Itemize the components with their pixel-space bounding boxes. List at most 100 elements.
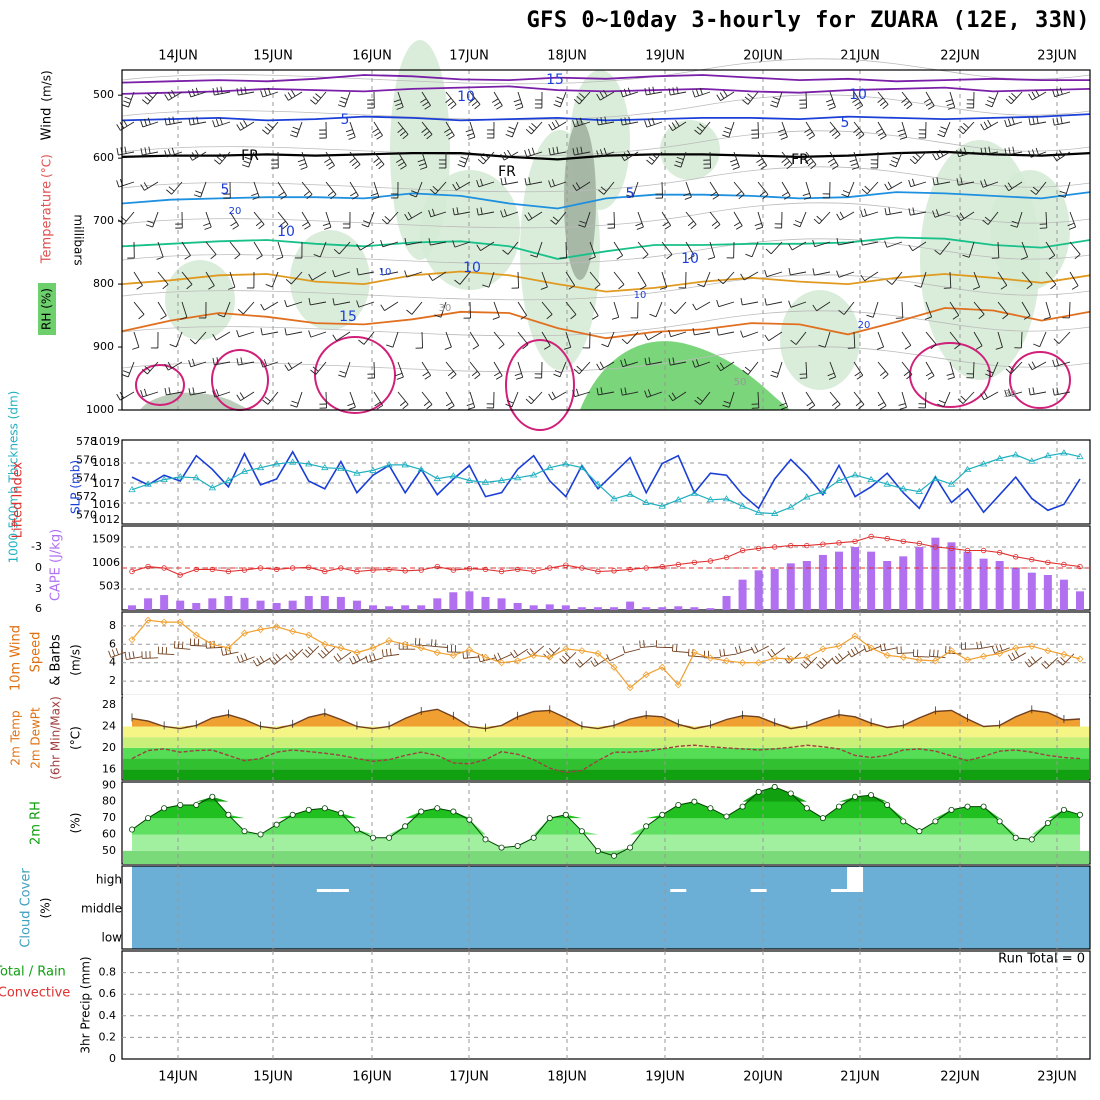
lifted-index-point	[563, 562, 569, 568]
wind-barb	[622, 361, 639, 368]
wind-barb-flag	[1068, 226, 1076, 230]
wind-speed-point	[947, 647, 956, 655]
wind-barb-flag	[386, 344, 394, 348]
wind-barb-flag	[121, 104, 129, 108]
wind-barb-flag	[882, 373, 889, 380]
lifted-index-point	[707, 558, 714, 564]
wind-barb	[934, 211, 951, 218]
lifted-index-point	[338, 565, 344, 571]
lifted-index-tick-label: 3	[35, 582, 42, 595]
contour-label: 10	[277, 224, 295, 240]
wind-barb-flag	[116, 180, 120, 188]
thickness-point	[401, 461, 409, 468]
wind-barb-flag	[477, 159, 484, 165]
wind-barb-flag	[1032, 387, 1035, 395]
wind-barb-flag	[770, 374, 778, 378]
wind-barb	[688, 655, 705, 658]
wind-barb-flag	[372, 653, 376, 661]
wind-barb-flag	[352, 195, 359, 200]
rh2m-tick-label: 50	[102, 844, 116, 857]
wind-barb-flag	[115, 648, 119, 655]
wind-barb-flag	[556, 146, 559, 154]
wind-barb	[445, 331, 452, 348]
wind-barb-flag	[132, 346, 140, 350]
temp-band	[123, 726, 1089, 738]
wind-barb-flag	[858, 404, 865, 410]
wind-speed-point	[1076, 655, 1084, 663]
thickness-point	[321, 463, 329, 471]
cape-bar	[144, 598, 153, 610]
wind-barb-flag	[626, 194, 634, 198]
wind-barb-flag	[666, 254, 673, 260]
wind-barb-flag	[890, 160, 898, 164]
x-tick-label-top: 20JUN	[743, 49, 783, 64]
wind-barb-flag	[553, 104, 561, 108]
rh2m-axis-label: 2m RH	[29, 801, 44, 845]
wind-barb	[339, 241, 351, 255]
rh-contour-line	[121, 58, 1091, 85]
wind-barb-flag	[418, 638, 421, 646]
thickness-point	[256, 463, 265, 471]
cape-bar	[128, 605, 136, 610]
wind-barb	[887, 181, 903, 191]
wind-speed-point	[385, 637, 393, 645]
rh2m-point	[578, 828, 585, 835]
wind-barb	[1020, 331, 1023, 349]
wind-barb-flag	[938, 130, 946, 134]
wind-barb-flag	[396, 106, 404, 110]
wind-barb-flag	[337, 104, 345, 108]
wind-barb-flag	[167, 92, 173, 99]
rh-shade-blob	[780, 290, 860, 390]
wind-barb-flag	[856, 105, 863, 110]
wind-barb-flag	[1036, 116, 1039, 124]
wind-barb-flag	[381, 219, 388, 225]
wind-barb	[478, 211, 495, 216]
wind-barb-flag	[810, 164, 817, 170]
wind-barb-flag	[980, 180, 984, 188]
wind-barb-flag	[144, 147, 147, 155]
wind-barb-flag	[781, 191, 789, 197]
wind-barb-flag	[947, 106, 955, 110]
wind-barb-flag	[1052, 118, 1055, 126]
rh2m-fill-area	[132, 786, 1080, 802]
precip-legend-total: Total / Rain	[0, 965, 66, 980]
wind-barb-flag	[502, 249, 509, 255]
wind-barb-flag	[450, 104, 457, 110]
wind-barb-flag	[236, 88, 239, 96]
wind-barb-flag	[260, 90, 264, 98]
wind-barb-flag	[745, 253, 753, 258]
wind-barb-flag	[576, 96, 583, 102]
wind-speed-point	[449, 651, 457, 659]
wind-barb-flag	[212, 390, 216, 398]
thickness-line	[131, 452, 1081, 515]
wind-barb-flag	[116, 393, 121, 401]
wind-barb-flag	[259, 655, 265, 663]
wind-barb	[1062, 653, 1075, 666]
wind-barb	[949, 271, 952, 289]
wind-barb-flag	[308, 298, 311, 306]
wind-barb	[406, 241, 423, 246]
wind-barb	[277, 241, 284, 258]
wind-barb-flag	[611, 316, 619, 320]
wind-barb	[737, 648, 753, 655]
lifted-index-point	[852, 538, 858, 545]
contour-label: 10	[849, 87, 867, 103]
wind-barb-flag	[564, 652, 571, 659]
wind-barb-flag	[995, 346, 1003, 350]
wind-barb	[1021, 271, 1033, 285]
wind-barb-flag	[220, 86, 223, 94]
thickness-point	[819, 487, 827, 494]
wind-barb-flag	[886, 279, 893, 285]
wind-barb	[263, 301, 279, 311]
wind-barb-flag	[263, 88, 268, 96]
wind-barb-flag	[577, 659, 584, 666]
wind-barb	[613, 301, 620, 318]
wind-barb-flag	[738, 645, 742, 653]
wind-barb-flag	[722, 404, 730, 408]
wind-barb-flag	[164, 118, 167, 126]
wind-barb-flag	[576, 147, 579, 155]
lifted-index-point	[498, 568, 505, 575]
wind-barb-flag	[904, 345, 912, 350]
rh2m-point	[659, 811, 666, 818]
wind-barb-flag	[514, 373, 522, 376]
